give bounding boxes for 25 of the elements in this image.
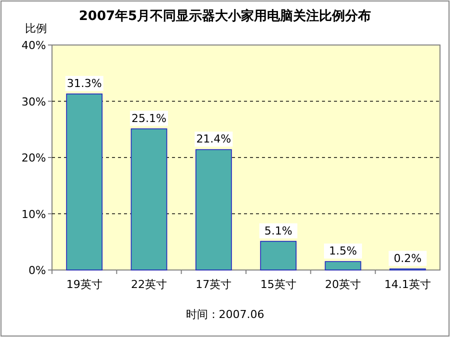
- x-tick-label: 14.1英寸: [384, 278, 431, 291]
- y-tick-label: 40%: [22, 39, 46, 52]
- bar: [130, 128, 168, 270]
- data-label: 31.3%: [66, 76, 102, 90]
- x-tick-label: 20英寸: [325, 278, 361, 291]
- x-tick-label: 17英寸: [196, 278, 232, 291]
- y-tick-label: 30%: [22, 95, 46, 108]
- y-tick-label: 20%: [22, 152, 46, 164]
- y-tick-label: 10%: [22, 208, 46, 221]
- data-label: 21.4%: [196, 132, 232, 146]
- x-tick-label: 19英寸: [66, 278, 102, 291]
- y-tick-label: 0%: [28, 264, 46, 277]
- data-label: 1.5%: [329, 244, 357, 258]
- data-label: 5.1%: [264, 224, 292, 238]
- bar: [66, 94, 103, 270]
- bar: [195, 149, 232, 270]
- x-tick-label: 22英寸: [131, 278, 167, 291]
- x-tick-label: 15英寸: [260, 278, 296, 291]
- bar: [260, 240, 297, 270]
- bar: [324, 261, 362, 270]
- chart-title: 2007年5月不同显示器大小家用电脑关注比例分布: [78, 8, 372, 24]
- data-label: 25.1%: [132, 112, 166, 125]
- y-axis-title: 比例: [25, 22, 47, 35]
- text: 时间：2007.06: [186, 308, 264, 321]
- data-label: 0.2%: [394, 252, 422, 265]
